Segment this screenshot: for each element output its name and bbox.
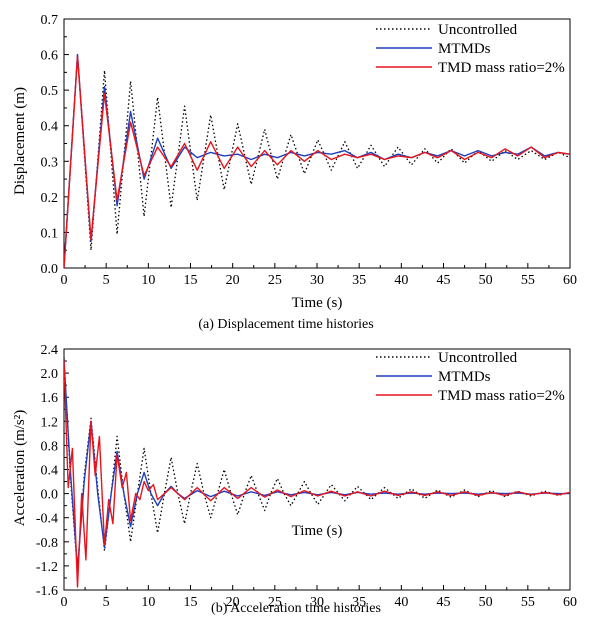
acceleration-x-tick-label: 55 — [521, 595, 535, 610]
acceleration-x-tick-label: 50 — [479, 595, 493, 610]
acceleration-y-tick-label: 2.4 — [41, 343, 59, 358]
displacement-x-axis-label: Time (s) — [292, 295, 343, 311]
displacement-series-line-0 — [64, 53, 570, 268]
acceleration-x-tick-label: 0 — [61, 595, 68, 610]
displacement-y-axis-label: Displacement (m) — [12, 87, 28, 195]
displacement-series-line-2 — [64, 55, 570, 268]
displacement-y-tick-label: 0.2 — [41, 191, 59, 206]
displacement-legend-label-1: MTMDs — [438, 41, 491, 57]
displacement-x-tick-label: 5 — [103, 273, 110, 288]
acceleration-legend-label-2: TMD mass ratio=2% — [438, 388, 565, 404]
displacement-x-tick-label: 40 — [394, 273, 408, 288]
acceleration-y-tick-label: 1.6 — [41, 391, 59, 406]
displacement-x-tick-label: 35 — [352, 273, 366, 288]
acceleration-legend-label-1: MTMDs — [438, 369, 491, 385]
displacement-legend-label-0: Uncontrolled — [438, 22, 518, 38]
acceleration-caption: (b) Acceleration time histories — [211, 601, 381, 616]
displacement-x-tick-label: 30 — [310, 273, 324, 288]
displacement-x-tick-label: 15 — [184, 273, 198, 288]
acceleration-plot-frame — [63, 348, 571, 591]
displacement-y-tick-label: 0.3 — [41, 155, 59, 170]
acceleration-y-tick-label: -0.8 — [36, 536, 58, 551]
acceleration-x-tick-label: 30 — [310, 595, 324, 610]
displacement-x-tick-label: 20 — [226, 273, 240, 288]
displacement-panel: Displacement (m) Time (s) (a) Displaceme… — [12, 13, 577, 332]
acceleration-x-tick-label: 40 — [394, 595, 408, 610]
acceleration-x-tick-label: 5 — [103, 595, 110, 610]
acceleration-x-tick-label: 45 — [437, 595, 451, 610]
acceleration-x-tick-label: 25 — [268, 595, 282, 610]
displacement-x-tick-label: 10 — [141, 273, 155, 288]
acceleration-y-tick-label: 0.8 — [41, 439, 59, 454]
acceleration-legend-label-0: Uncontrolled — [438, 350, 518, 366]
acceleration-x-tick-label: 15 — [184, 595, 198, 610]
displacement-x-tick-label: 0 — [61, 273, 68, 288]
displacement-x-tick-label: 60 — [563, 273, 577, 288]
acceleration-y-tick-label: 1.2 — [41, 415, 59, 430]
displacement-y-tick-label: 0.4 — [41, 120, 59, 135]
displacement-y-tick-label: 0.1 — [41, 226, 59, 241]
acceleration-y-axis-label: Acceleration (m/s²) — [12, 410, 28, 527]
displacement-caption: (a) Displacement time histories — [198, 317, 373, 332]
displacement-plot-frame — [63, 18, 571, 269]
displacement-x-tick-label: 50 — [479, 273, 493, 288]
acceleration-x-axis-label: Time (s) — [292, 523, 343, 539]
acceleration-panel: Acceleration (m/s²) Time (s) (b) Acceler… — [12, 343, 577, 616]
acceleration-x-tick-label: 20 — [226, 595, 240, 610]
displacement-y-tick-label: 0.7 — [41, 13, 59, 28]
acceleration-series-line-2 — [64, 360, 570, 588]
displacement-x-tick-label: 25 — [268, 273, 282, 288]
acceleration-x-tick-label: 60 — [563, 595, 577, 610]
acceleration-x-tick-label: 35 — [352, 595, 366, 610]
acceleration-x-tick-label: 10 — [141, 595, 155, 610]
displacement-y-tick-label: 0.0 — [41, 262, 59, 277]
acceleration-y-tick-label: -1.2 — [36, 560, 58, 575]
displacement-legend-label-2: TMD mass ratio=2% — [438, 60, 565, 76]
acceleration-y-tick-label: -1.6 — [36, 584, 58, 599]
acceleration-series-line-0 — [64, 357, 570, 573]
acceleration-y-tick-label: 0.0 — [41, 488, 59, 503]
displacement-x-tick-label: 55 — [521, 273, 535, 288]
acceleration-series-line-1 — [64, 360, 570, 570]
displacement-y-tick-label: 0.5 — [41, 84, 59, 99]
acceleration-y-tick-label: 2.0 — [41, 367, 59, 382]
displacement-x-tick-label: 45 — [437, 273, 451, 288]
acceleration-y-tick-label: -0.4 — [36, 512, 58, 527]
displacement-y-tick-label: 0.6 — [41, 49, 59, 64]
acceleration-y-tick-label: 0.4 — [41, 464, 59, 479]
